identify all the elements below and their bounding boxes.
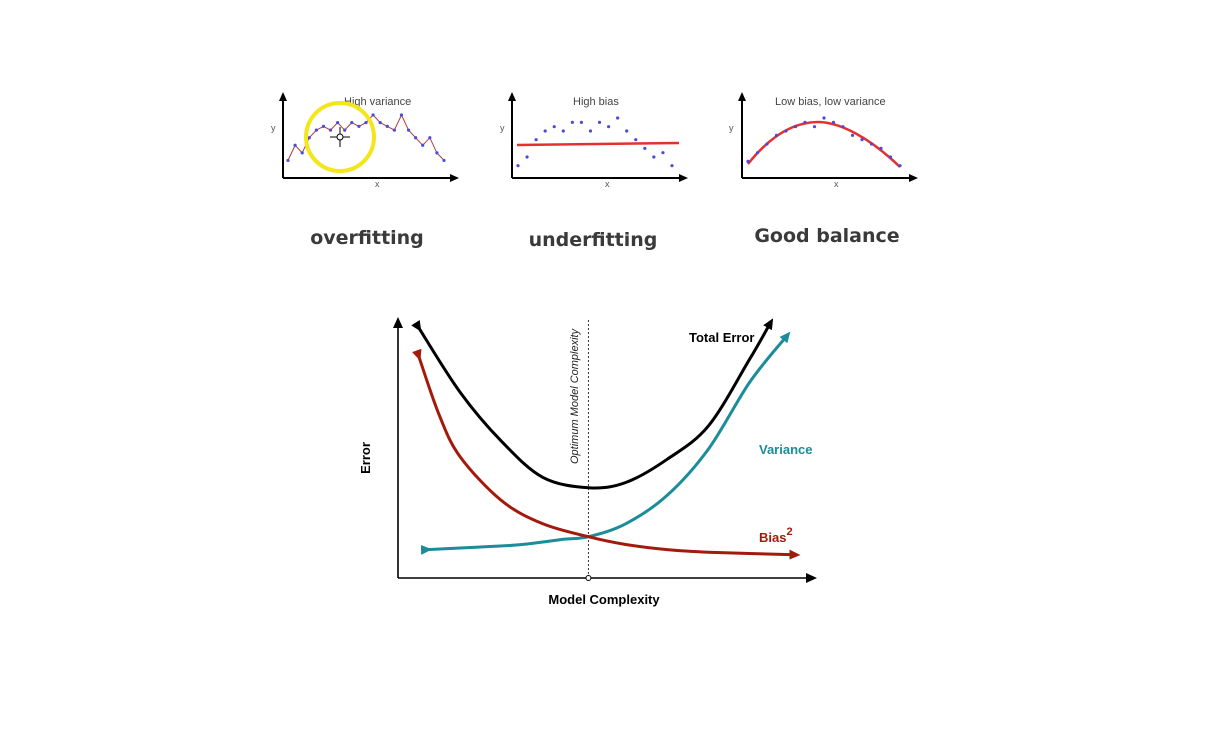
bias-legend: Bias2	[759, 526, 793, 545]
data-point	[841, 125, 845, 129]
data-point	[625, 129, 629, 133]
data-point	[606, 125, 611, 129]
data-point	[392, 128, 396, 132]
data-point	[898, 164, 902, 168]
data-point	[570, 120, 574, 124]
crosshair-cursor-icon	[330, 127, 350, 147]
x-axis-label: Model Complexity	[548, 592, 660, 607]
data-point	[371, 113, 375, 117]
data-point	[406, 128, 411, 132]
data-point	[860, 138, 864, 142]
data-point	[328, 128, 333, 132]
y-axis-label: y	[500, 123, 505, 133]
highlight-circle	[304, 101, 376, 173]
data-point	[321, 124, 326, 128]
variance-curve	[420, 331, 791, 555]
good-balance-panel: y x Low bias, low variance Good balance	[729, 92, 918, 247]
data-point	[534, 138, 538, 142]
underfitting-panel: y x High bias underfitting	[500, 92, 688, 251]
y-axis-label: Error	[358, 442, 373, 474]
data-point	[588, 129, 593, 133]
data-point	[314, 128, 318, 132]
data-point	[350, 120, 354, 125]
flat-fit-line	[516, 141, 680, 147]
data-point	[888, 155, 893, 159]
data-point	[300, 151, 304, 155]
data-point	[879, 146, 883, 150]
data-point	[616, 116, 620, 120]
bias-legend-name: Bias	[759, 530, 786, 545]
total-error-legend: Total Error	[689, 330, 755, 345]
smooth-fit-curve	[747, 120, 901, 168]
data-point	[552, 125, 556, 129]
data-point	[822, 116, 826, 120]
data-point	[385, 124, 389, 128]
data-point	[812, 125, 817, 129]
panel-title: High bias	[573, 96, 619, 108]
data-point	[357, 124, 361, 128]
data-points	[746, 116, 902, 168]
data-point	[869, 142, 874, 146]
data-point	[561, 129, 565, 133]
x-axis-label: x	[834, 179, 839, 189]
data-point	[286, 158, 290, 163]
panel-caption: underfitting	[529, 229, 658, 251]
optimum-marker	[585, 575, 592, 581]
overfitting-panel: y x High variance overfitting	[271, 92, 459, 249]
data-point	[597, 120, 602, 124]
data-point	[661, 151, 665, 155]
x-axis-label: x	[605, 179, 610, 189]
data-point	[442, 158, 446, 163]
data-point	[307, 136, 311, 140]
y-axis-label: y	[729, 123, 734, 133]
data-point	[670, 164, 674, 168]
data-point	[399, 113, 404, 117]
data-point	[378, 120, 382, 125]
data-point	[336, 120, 340, 125]
panel-title: Low bias, low variance	[775, 96, 886, 108]
data-point	[364, 120, 368, 125]
variance-legend: Variance	[759, 442, 813, 457]
data-point	[793, 125, 798, 129]
data-point	[652, 155, 656, 159]
data-point	[746, 159, 750, 163]
data-point	[543, 129, 547, 133]
optimum-label: Optimum Model Complexity	[569, 327, 581, 464]
data-point	[755, 151, 760, 155]
data-point	[765, 142, 769, 146]
bias-legend-superscript: 2	[786, 526, 792, 538]
panel-title: High variance	[344, 96, 411, 108]
data-point	[414, 136, 418, 140]
x-axis-label: x	[375, 179, 380, 189]
data-points	[286, 113, 446, 163]
data-point	[343, 128, 347, 132]
data-point	[784, 129, 788, 133]
bias-squared-curve	[412, 348, 801, 560]
data-point	[421, 143, 425, 147]
data-point	[435, 151, 439, 155]
data-points	[516, 116, 674, 168]
data-point	[850, 133, 855, 137]
data-point	[774, 133, 779, 137]
data-point	[428, 136, 432, 140]
data-point	[579, 120, 584, 124]
bias-variance-tradeoff-chart: Error Model Complexity Optimum Model Com…	[358, 317, 817, 607]
panel-caption: overfitting	[310, 227, 424, 249]
data-point	[831, 120, 836, 124]
data-point	[634, 138, 638, 142]
data-point	[516, 164, 520, 168]
data-point	[803, 120, 807, 124]
data-point	[643, 146, 647, 150]
total-error-curve	[411, 318, 774, 490]
y-axis-label: y	[271, 123, 276, 133]
panel-caption: Good balance	[754, 225, 899, 247]
data-point	[293, 143, 297, 147]
data-point	[525, 155, 529, 159]
